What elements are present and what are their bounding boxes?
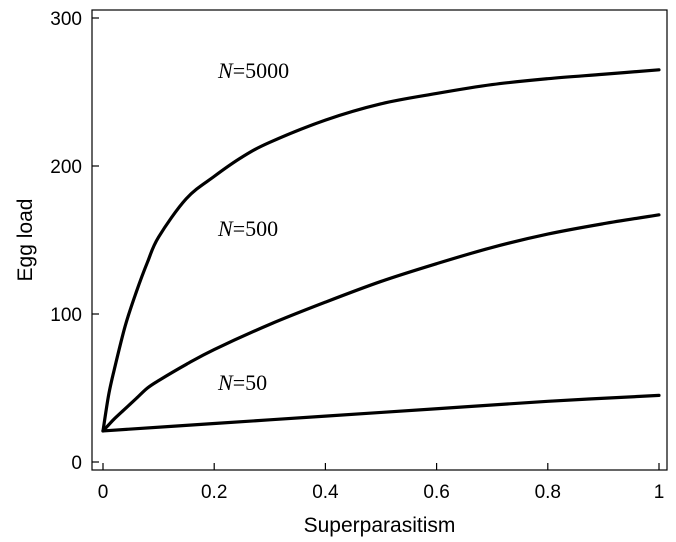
series-line-n5000 bbox=[101, 68, 661, 433]
x-tick-label: 0.8 bbox=[535, 482, 561, 503]
y-tick-label: 200 bbox=[50, 157, 82, 178]
series-label-value: =500 bbox=[233, 216, 278, 241]
series-label-value: =50 bbox=[233, 370, 267, 395]
x-tick-label: 0.2 bbox=[201, 482, 227, 503]
y-axis-title: Egg load bbox=[14, 199, 37, 282]
y-axis: 0 100 200 300 bbox=[50, 9, 99, 474]
series-group bbox=[101, 68, 661, 433]
series-label-variable: N bbox=[217, 58, 234, 83]
y-tick-label: 100 bbox=[50, 305, 82, 326]
series-label-variable: N bbox=[217, 216, 234, 241]
series-label-n5000: N=5000 bbox=[217, 58, 289, 83]
series-label-n50: N=50 bbox=[217, 370, 267, 395]
x-tick-label: 0.6 bbox=[423, 482, 449, 503]
x-axis-title: Superparasitism bbox=[304, 514, 456, 537]
series-label-variable: N bbox=[217, 370, 234, 395]
y-tick-label: 0 bbox=[71, 453, 82, 474]
x-tick-label: 1 bbox=[654, 482, 665, 503]
y-tick-label: 300 bbox=[50, 9, 82, 30]
series-line-n500 bbox=[101, 213, 661, 433]
series-label-value: =5000 bbox=[233, 58, 289, 83]
x-tick-label: 0.4 bbox=[312, 482, 339, 503]
series-label-n500: N=500 bbox=[217, 216, 278, 241]
x-axis: 0 0.2 0.4 0.6 0.8 1 bbox=[98, 463, 665, 503]
x-tick-label: 0 bbox=[98, 482, 109, 503]
series-line-n50 bbox=[101, 393, 661, 433]
plot-frame bbox=[91, 9, 668, 471]
